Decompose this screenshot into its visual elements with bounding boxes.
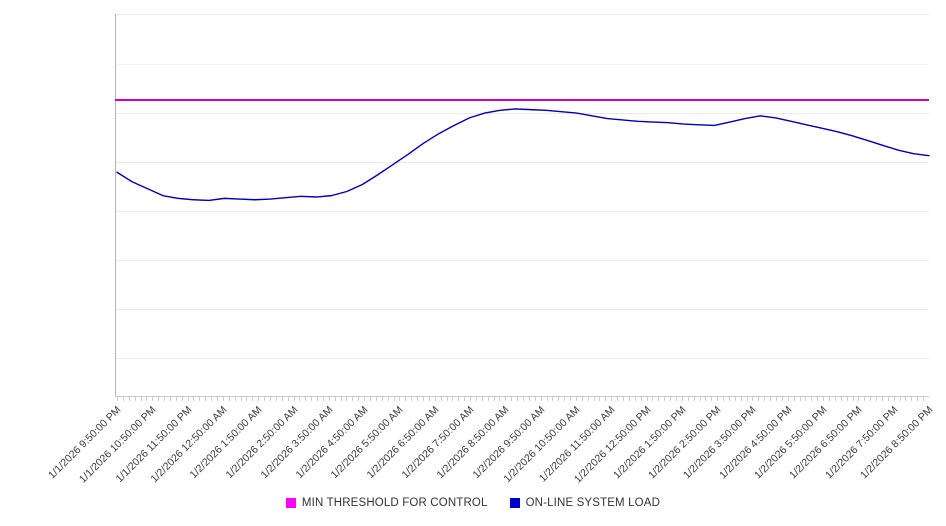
legend-item-on-line-system-load[interactable]: ON-LINE SYSTEM LOAD <box>509 497 661 509</box>
legend-item-min-threshold-for-control[interactable]: MIN THRESHOLD FOR CONTROL <box>285 497 488 509</box>
legend-swatch-magenta-icon <box>285 498 296 508</box>
y-gridlines <box>115 14 929 359</box>
series-line-on-line-system-load <box>116 108 930 202</box>
legend-label: ON-LINE SYSTEM LOAD <box>525 497 661 509</box>
plot-background <box>115 14 929 396</box>
chart-legend: MIN THRESHOLD FOR CONTROL ON-LINE SYSTEM… <box>0 497 946 509</box>
legend-swatch-blue-icon <box>509 498 520 508</box>
x-axis-minor-ticks <box>117 396 924 401</box>
legend-label: MIN THRESHOLD FOR CONTROL <box>301 497 488 509</box>
